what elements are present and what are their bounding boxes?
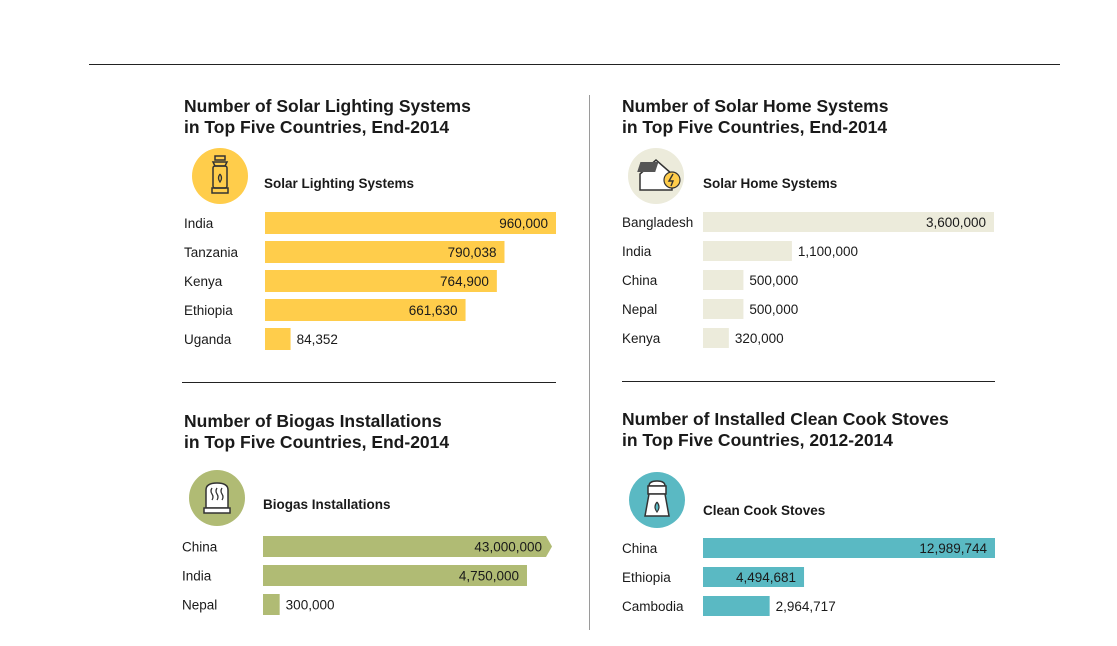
panel-title: Number of Solar Lighting Systems in Top … — [184, 96, 564, 138]
panel-solar-lighting: Number of Solar Lighting Systems in Top … — [182, 96, 564, 396]
category-label: India — [622, 244, 652, 259]
value-label: 2,964,717 — [776, 599, 836, 614]
category-label: China — [622, 541, 658, 556]
top-rule — [89, 64, 1060, 65]
panel-title: Number of Solar Home Systems in Top Five… — [622, 96, 1002, 138]
legend-label: Solar Home Systems — [703, 176, 838, 191]
bar — [703, 241, 792, 261]
bar — [703, 299, 744, 319]
category-label: Ethiopia — [622, 570, 671, 585]
value-label: 790,038 — [448, 245, 497, 260]
title-line-2: in Top Five Countries, End-2014 — [184, 432, 450, 452]
cookstove-icon — [629, 472, 685, 528]
bar-chart-solar-home: Bangladesh 3,600,000 India 1,100,000 China 50… — [622, 212, 994, 348]
panel-solar-home: Number of Solar Home Systems in Top Five… — [622, 96, 1002, 396]
value-label: 764,900 — [440, 274, 489, 289]
bar-chart-cook-stoves: China 12,989,744 Ethiopia 4,494,681 Cambodia… — [622, 538, 995, 616]
bar — [263, 565, 527, 586]
panel-rule — [182, 382, 556, 383]
title-line-1: Number of Solar Lighting Systems — [184, 96, 471, 116]
bar — [265, 212, 556, 234]
category-label: Uganda — [184, 332, 232, 347]
category-label: Nepal — [622, 302, 657, 317]
title-line-2: in Top Five Countries, 2012-2014 — [622, 430, 894, 450]
value-label: 4,750,000 — [459, 569, 519, 584]
bar — [703, 328, 729, 348]
title-line-1: Number of Solar Home Systems — [622, 96, 889, 116]
value-label: 300,000 — [286, 598, 335, 613]
bar-chart-biogas: China 43,000,000 India 4,750,000 Nepal 300,00… — [182, 536, 552, 615]
biogas-tank-icon — [189, 470, 245, 526]
bar — [265, 270, 497, 292]
category-label: China — [182, 540, 218, 555]
category-label: Kenya — [622, 331, 661, 346]
bar-chart-solar-lighting: India 960,000 Tanzania 790,038 Kenya 764,900 E… — [184, 212, 556, 350]
value-label: 500,000 — [749, 302, 798, 317]
bar — [263, 594, 280, 615]
value-label: 3,600,000 — [926, 215, 986, 230]
panel-rule — [622, 381, 995, 382]
bar — [703, 270, 744, 290]
legend-label: Clean Cook Stoves — [703, 503, 826, 518]
value-label: 500,000 — [749, 273, 798, 288]
lantern-icon — [192, 148, 248, 204]
category-label: Tanzania — [184, 245, 239, 260]
bar — [703, 538, 995, 558]
title-line-2: in Top Five Countries, End-2014 — [622, 117, 888, 137]
panel-title: Number of Biogas Installations in Top Fi… — [184, 411, 564, 453]
bar — [265, 299, 466, 321]
category-label: India — [184, 216, 214, 231]
legend-label: Solar Lighting Systems — [264, 176, 415, 191]
bar — [703, 212, 994, 232]
bar — [265, 241, 505, 263]
bar — [263, 536, 552, 557]
value-label: 12,989,744 — [919, 541, 987, 556]
value-label: 1,100,000 — [798, 244, 858, 259]
bar — [265, 328, 291, 350]
title-line-2: in Top Five Countries, End-2014 — [184, 117, 450, 137]
value-label: 320,000 — [735, 331, 784, 346]
category-label: Ethiopia — [184, 303, 233, 318]
panel-title: Number of Installed Clean Cook Stoves in… — [622, 409, 1002, 451]
legend-label: Biogas Installations — [263, 497, 391, 512]
title-line-1: Number of Biogas Installations — [184, 411, 442, 431]
panel-biogas: Number of Biogas Installations in Top Fi… — [182, 411, 564, 630]
category-label: Bangladesh — [622, 215, 693, 230]
value-label: 4,494,681 — [736, 570, 796, 585]
value-label: 960,000 — [499, 216, 548, 231]
category-label: Cambodia — [622, 599, 684, 614]
category-label: India — [182, 569, 212, 584]
bar — [703, 567, 805, 587]
panel-cook-stoves: Number of Installed Clean Cook Stoves in… — [622, 409, 1002, 630]
value-label: 43,000,000 — [474, 540, 542, 555]
category-label: China — [622, 273, 658, 288]
bar — [703, 596, 770, 616]
category-label: Kenya — [184, 274, 223, 289]
category-label: Nepal — [182, 598, 217, 613]
column-divider — [589, 95, 590, 630]
title-line-1: Number of Installed Clean Cook Stoves — [622, 409, 949, 429]
value-label: 661,630 — [409, 303, 458, 318]
value-label: 84,352 — [297, 332, 338, 347]
solar-house-icon — [628, 148, 684, 204]
